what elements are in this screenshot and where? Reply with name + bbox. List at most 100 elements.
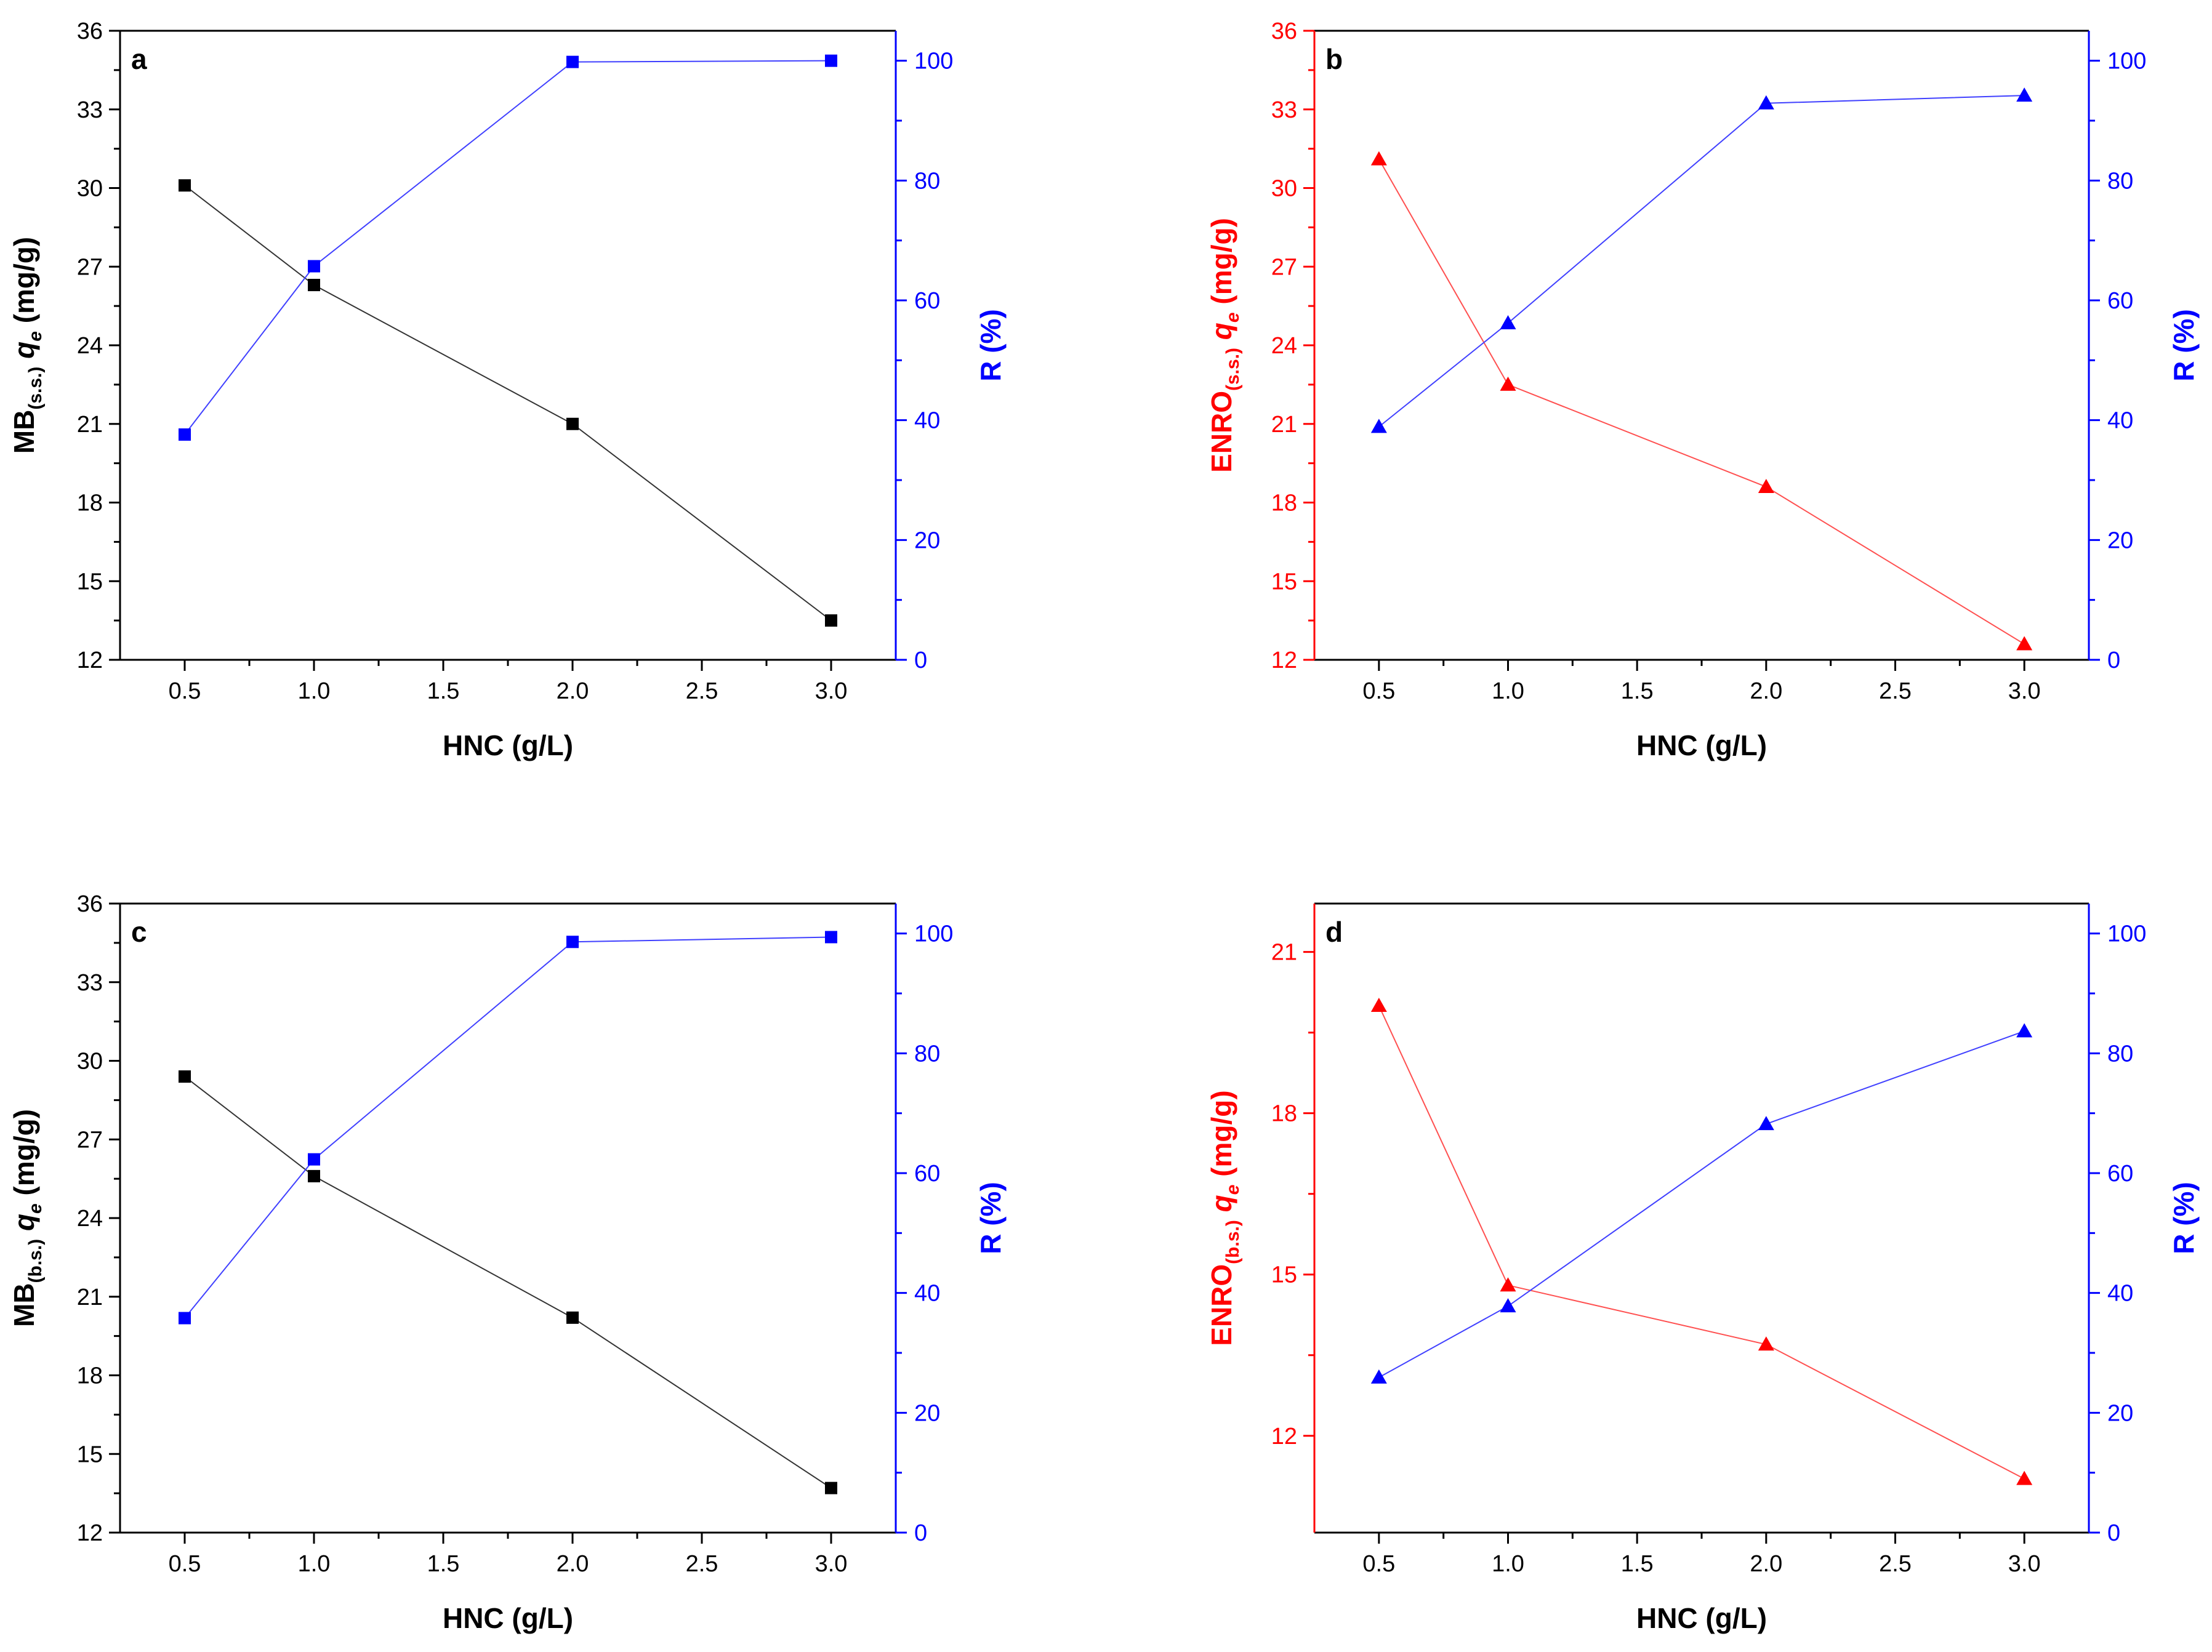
left-y-label-part: q (8, 342, 40, 359)
left-y-tick-label: 27 (1271, 254, 1297, 280)
data-point-triangle (2016, 1023, 2033, 1038)
series-removal-percent (179, 54, 837, 441)
series-line (1378, 1005, 2025, 1480)
left-y-label-part (1205, 340, 1237, 348)
x-tick-label: 2.0 (557, 1551, 589, 1577)
x-tick-label: 0.5 (1362, 1551, 1395, 1577)
left-y-tick-label: 12 (1271, 1424, 1297, 1450)
right-y-axis-label: R (%) (975, 1182, 1007, 1254)
right-y-tick-label: 0 (914, 648, 927, 673)
panel-label: d (1325, 916, 1343, 948)
right-y-tick-label: 100 (914, 921, 953, 947)
data-point-square (566, 417, 579, 430)
data-point-triangle (1370, 997, 1387, 1012)
data-point-square (179, 1070, 191, 1083)
left-y-tick-label: 33 (77, 97, 103, 123)
left-y-tick-label: 15 (77, 569, 103, 595)
left-y-tick-label: 15 (77, 1441, 103, 1467)
right-y-tick-label: 0 (2107, 1520, 2120, 1546)
x-axis-label: HNC (g/L) (1636, 729, 1767, 761)
right-y-tick-label: 80 (914, 1041, 940, 1067)
left-y-tick-label: 21 (77, 1285, 103, 1310)
series-line (1378, 1030, 2025, 1378)
series-line (184, 1076, 832, 1489)
left-y-label-part: (b.s.) (1223, 1220, 1243, 1264)
left-y-tick-label: 36 (77, 18, 103, 44)
panel-label: a (131, 43, 147, 75)
panel-label: c (131, 916, 147, 948)
left-y-tick-label: 24 (77, 333, 103, 359)
data-point-triangle (1758, 478, 1774, 493)
series-removal-percent (179, 931, 837, 1325)
chart-panel-c: 0.5 1.0 1.5 2.0 2.5 3.0 12 15 18 21 24 27 30 33 36 0 20 4… (8, 891, 1007, 1634)
x-tick-label: 2.0 (1750, 1551, 1782, 1577)
right-y-tick-label: 20 (914, 527, 940, 553)
chart-panel-d: 0.5 1.0 1.5 2.0 2.5 3.0 12 15 18 21 0 20 40 60 80 100 HN… (1205, 902, 2200, 1634)
data-point-triangle (2016, 87, 2033, 102)
left-y-tick-label: 21 (77, 412, 103, 438)
left-y-label-part: ENRO (1205, 1264, 1237, 1346)
left-y-label-part: q (1205, 1195, 1237, 1212)
x-tick-label: 2.0 (1750, 678, 1782, 704)
left-y-label-part (8, 323, 40, 331)
left-y-label-part: e (1223, 312, 1243, 323)
data-point-square (179, 179, 191, 192)
left-y-axis-label: ENRO(s.s.) qe (mg/g) (1205, 218, 1243, 473)
data-point-triangle (1758, 1116, 1774, 1131)
series-removal-percent (1370, 1023, 2033, 1384)
x-tick-label: 1.0 (298, 1551, 331, 1577)
left-y-tick-label: 27 (77, 1127, 103, 1153)
left-y-label-part (8, 1231, 40, 1239)
x-tick-label: 3.0 (2008, 678, 2041, 704)
series-line (184, 60, 832, 435)
left-y-tick-label: 18 (1271, 1101, 1297, 1127)
right-y-tick-label: 100 (2107, 921, 2146, 947)
data-point-square (825, 1482, 837, 1494)
x-tick-label: 0.5 (169, 1551, 201, 1577)
left-y-tick-label: 12 (77, 1520, 103, 1546)
x-tick-label: 0.5 (1362, 678, 1395, 704)
right-y-ticks: 0 20 40 60 80 100 (2089, 49, 2146, 673)
right-y-ticks: 0 20 40 60 80 100 (2089, 921, 2146, 1546)
x-tick-label: 1.5 (427, 678, 460, 704)
left-y-tick-label: 30 (1271, 176, 1297, 202)
left-y-ticks: 12 15 18 21 24 27 30 33 36 (1271, 18, 1314, 673)
right-y-tick-label: 20 (2107, 1400, 2133, 1426)
left-y-label-part (1205, 1177, 1237, 1185)
right-y-tick-label: 100 (914, 49, 953, 74)
x-tick-label: 1.0 (298, 678, 331, 704)
right-y-tick-label: 60 (2107, 1161, 2133, 1187)
data-point-square (308, 1153, 320, 1166)
left-y-tick-label: 18 (77, 491, 103, 516)
data-point-square (308, 1169, 320, 1182)
x-axis-label: HNC (g/L) (443, 1602, 573, 1634)
right-y-tick-label: 40 (914, 408, 940, 434)
series-qe (179, 179, 837, 627)
left-y-label-part: (mg/g) (1205, 218, 1237, 305)
left-y-label-part: e (25, 331, 46, 342)
right-y-tick-label: 40 (2107, 1281, 2133, 1307)
right-y-tick-label: 60 (914, 288, 940, 314)
left-y-tick-label: 36 (77, 891, 103, 917)
left-y-label-part: (s.s.) (25, 367, 46, 410)
x-tick-label: 3.0 (2008, 1551, 2041, 1577)
series-line (184, 936, 832, 1319)
data-point-triangle (1370, 1369, 1387, 1384)
x-tick-label: 1.5 (1621, 678, 1654, 704)
data-point-triangle (1370, 151, 1387, 166)
x-tick-label: 1.0 (1492, 678, 1524, 704)
right-y-axis-label: R (%) (975, 309, 1007, 382)
x-tick-label: 2.5 (1879, 678, 1912, 704)
data-point-square (308, 260, 320, 273)
left-y-label-part: ENRO (1205, 391, 1237, 473)
x-axis-label: HNC (g/L) (443, 729, 573, 761)
data-point-triangle (1758, 1336, 1774, 1351)
left-y-label-part: MB (8, 410, 40, 454)
series-qe (1370, 997, 2033, 1485)
right-y-tick-label: 80 (2107, 1041, 2133, 1067)
x-axis-label: HNC (g/L) (1636, 1602, 1767, 1634)
data-point-square (179, 1312, 191, 1325)
left-y-ticks: 12 15 18 21 24 27 30 33 36 (77, 891, 120, 1546)
right-y-ticks: 0 20 40 60 80 100 (896, 49, 953, 673)
left-y-tick-label: 30 (77, 176, 103, 202)
